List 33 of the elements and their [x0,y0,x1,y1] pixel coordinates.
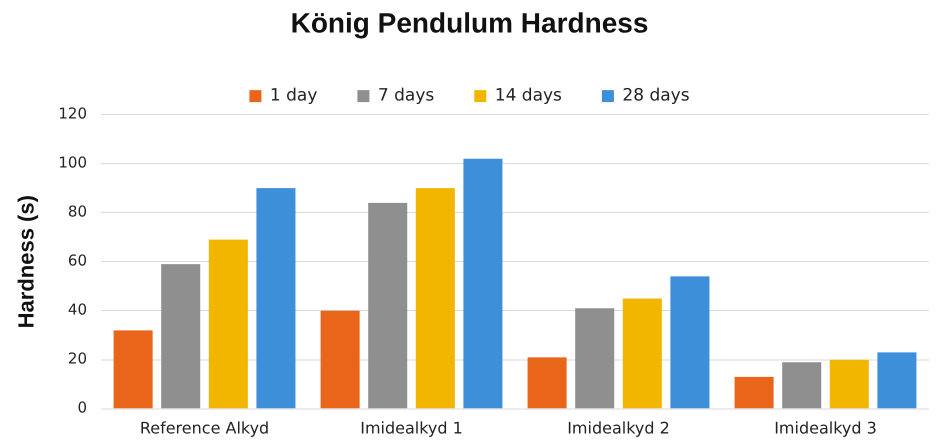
y-tick-label: 100 [58,154,88,172]
legend-label: 28 days [622,86,690,106]
y-axis-title: Hardness (s) [13,195,38,328]
x-tick-label: Reference Alkyd [140,418,270,438]
x-tick-label: Imidealkyd 3 [774,418,877,438]
bar [734,376,774,408]
bar [161,264,200,408]
chart-title: König Pendulum Hardness [290,8,648,39]
x-tick-label: Imidealkyd 2 [567,418,670,438]
bar [463,158,502,408]
bar [830,360,869,408]
y-tick-label: 20 [68,350,88,368]
legend-label: 7 days [378,86,434,106]
bar [256,188,296,408]
bar [416,188,455,408]
bar [320,310,360,408]
y-tick-label: 60 [68,252,88,270]
y-tick-label: 0 [77,398,88,417]
y-tick-label: 80 [68,202,88,221]
bar [528,357,567,408]
y-tick-label: 40 [68,300,88,319]
x-tick-label: Imidealkyd 1 [360,418,463,438]
bar [670,276,710,408]
bar [782,362,822,408]
y-tick-label: 120 [58,104,88,122]
bar [208,240,248,408]
bar [368,202,408,408]
bar [622,298,662,408]
legend-label: 14 days [494,86,562,106]
bar [575,308,614,408]
bar [114,330,153,408]
bar [877,352,916,408]
legend-label: 1 day [270,86,318,106]
